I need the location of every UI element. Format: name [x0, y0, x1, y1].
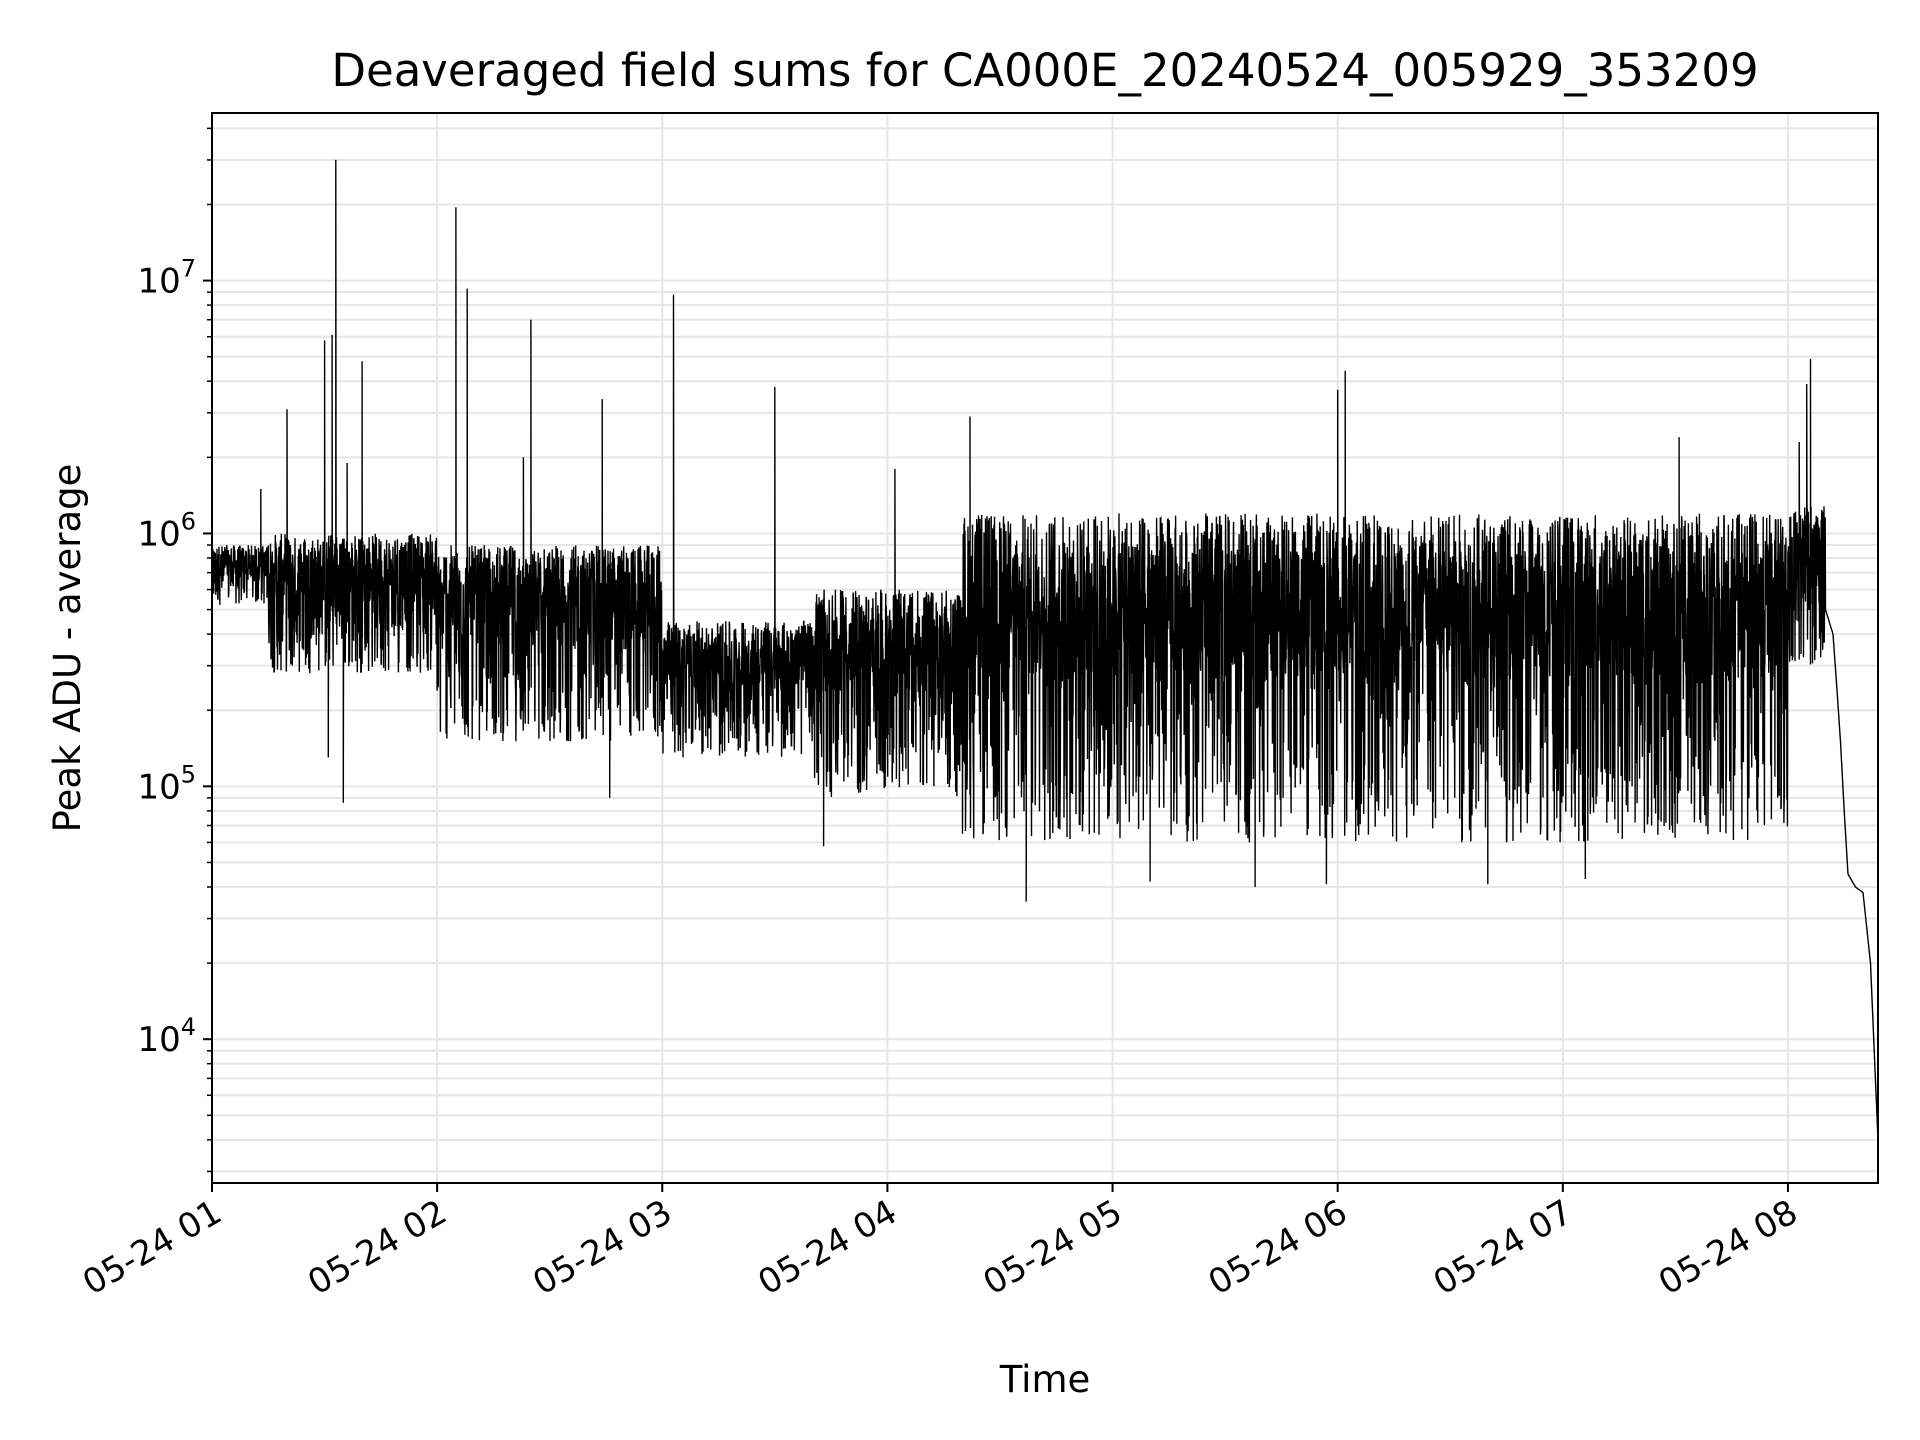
series-polyline: [211, 159, 1879, 1140]
y-axis-label: Peak ADU - average: [46, 464, 89, 833]
chart-title: Deaveraged field sums for CA000E_2024052…: [331, 44, 1758, 97]
plot-frame: [211, 112, 1879, 1184]
y-tick-label: 106: [137, 507, 196, 554]
y-tick-label: 104: [137, 1013, 196, 1060]
y-tick-label: 105: [137, 760, 196, 807]
y-axis-ticks: 104 105 106 107: [137, 127, 212, 1173]
series-line: [211, 159, 1879, 1140]
x-axis-label: Time: [999, 1358, 1091, 1401]
y-tick-label: 107: [137, 255, 196, 302]
